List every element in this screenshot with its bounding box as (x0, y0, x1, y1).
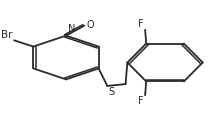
Text: Br: Br (2, 30, 13, 40)
Text: O: O (86, 20, 94, 30)
Text: F: F (138, 19, 144, 29)
Text: S: S (108, 87, 114, 97)
Text: N: N (68, 24, 75, 34)
Text: F: F (138, 96, 144, 106)
